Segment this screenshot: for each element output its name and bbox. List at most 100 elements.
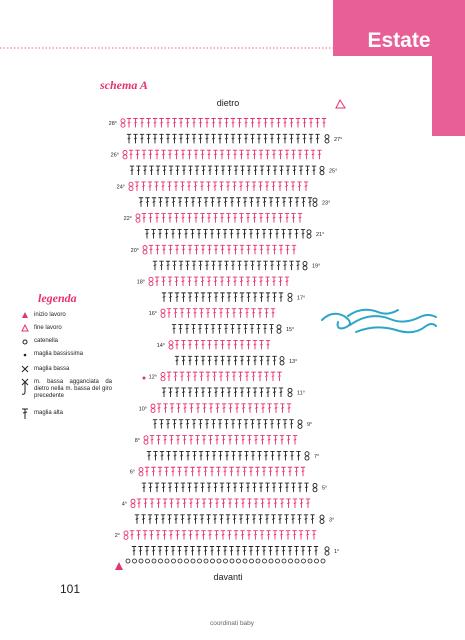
- chain-loop: [128, 181, 134, 187]
- chain-loop: [130, 503, 136, 509]
- row-label: 1°: [334, 549, 339, 555]
- stitch-row: [129, 530, 317, 540]
- chain-loop: [297, 419, 303, 425]
- schema-title: schema A: [99, 78, 148, 92]
- chain-loop: [123, 534, 129, 540]
- row-label: 7°: [314, 454, 319, 460]
- stitch-row: [126, 133, 320, 144]
- chain-loop: [142, 249, 148, 255]
- chain-loop: [297, 423, 303, 429]
- chain-loop: [120, 118, 126, 124]
- row-label: 3°: [329, 517, 334, 523]
- chain-loop: [150, 403, 156, 409]
- row-label: 18°: [137, 280, 145, 286]
- chain-loop: [324, 546, 330, 552]
- row-label: 11°: [297, 390, 305, 396]
- row-label: 26°: [111, 153, 119, 159]
- stitch-row: [171, 324, 274, 334]
- row-label: 9°: [307, 422, 312, 428]
- stitch-row: [134, 181, 309, 191]
- page-number: 101: [60, 582, 80, 596]
- chain-loop: [324, 138, 330, 144]
- chain-loop: [276, 324, 282, 330]
- legend-item: maglia bassissima: [34, 351, 84, 357]
- chain-loop: [120, 122, 126, 128]
- row-label: 4°: [122, 501, 127, 507]
- stitch-row: [126, 118, 327, 128]
- chain-loop: [304, 451, 310, 457]
- chain-loop: [319, 165, 325, 171]
- chain-loop: [312, 202, 318, 207]
- chain-loop: [148, 276, 154, 282]
- row-label: 20°: [131, 248, 139, 254]
- legend-item: inizio lavoro: [34, 312, 66, 318]
- stitch-row: [174, 355, 277, 366]
- chain-loop: [302, 261, 308, 266]
- chain-loop: [122, 150, 128, 155]
- row-label: 25°: [329, 169, 337, 175]
- stitch-row: [161, 387, 284, 397]
- chain-loop: [168, 340, 174, 346]
- row-label: 12°: [149, 375, 157, 381]
- legend-end: [21, 323, 29, 332]
- chain-loop: [304, 455, 310, 461]
- legend-item: fine lavoro: [34, 325, 62, 331]
- chain-loop: [135, 213, 141, 219]
- legend-sc-back: [21, 378, 29, 395]
- stitch-row: [149, 435, 298, 445]
- row-label: 23°: [322, 200, 330, 206]
- end-marker: [335, 98, 346, 109]
- chain-loop: [160, 371, 166, 377]
- chain-loop: [128, 186, 134, 192]
- stitch-row: [174, 339, 271, 350]
- chain-loop: [302, 265, 308, 271]
- stitch-row: [129, 165, 317, 176]
- chain-loop: [138, 467, 144, 472]
- chain-loop: [287, 392, 293, 398]
- row-label: 2°: [115, 533, 120, 539]
- row-label: 6°: [130, 470, 135, 476]
- chain-loop: [279, 360, 285, 366]
- chain-loop: [143, 439, 149, 445]
- stitch-row: [152, 419, 294, 429]
- chain-loop: [287, 387, 293, 393]
- legend-slip: [23, 353, 27, 357]
- stitch-row: [152, 260, 301, 271]
- marker-dot: [142, 376, 146, 380]
- legend-item: maglia alta: [34, 410, 64, 416]
- tab: [333, 0, 465, 56]
- chain-loop: [287, 297, 293, 303]
- chain-loop: [312, 482, 318, 488]
- chain-loop: [276, 328, 282, 334]
- legend-item: maglia bassa: [34, 366, 70, 372]
- row-label: 21°: [316, 232, 324, 238]
- chain-loop: [148, 281, 154, 287]
- row-label: 27°: [334, 137, 342, 143]
- chain-loop: [312, 197, 318, 203]
- stitch-row: [131, 546, 319, 556]
- foundation-chain: [125, 558, 326, 564]
- chain-loop: [287, 292, 293, 298]
- row-label: 19°: [312, 264, 320, 270]
- row-label: 17°: [297, 295, 305, 301]
- row-label: 15°: [286, 327, 294, 333]
- legend-title: legenda: [38, 291, 77, 305]
- chain-loop: [130, 498, 136, 504]
- legend-sc: [21, 365, 29, 373]
- stitch-row: [141, 213, 303, 223]
- chain-loop: [306, 233, 312, 239]
- chain-loop: [312, 487, 318, 493]
- stitch-row: [138, 197, 313, 207]
- chain-loop: [324, 550, 330, 556]
- chain-loop: [168, 344, 174, 350]
- stitch-row: [134, 514, 315, 524]
- start-marker: [115, 562, 123, 570]
- chain-loop: [306, 229, 312, 235]
- legend-dc: [22, 408, 28, 419]
- chain-loop: [150, 408, 156, 413]
- row-label: 22°: [124, 216, 132, 222]
- stitch-row: [144, 229, 306, 239]
- stitch-row: [136, 498, 311, 508]
- chain-loop: [279, 356, 285, 362]
